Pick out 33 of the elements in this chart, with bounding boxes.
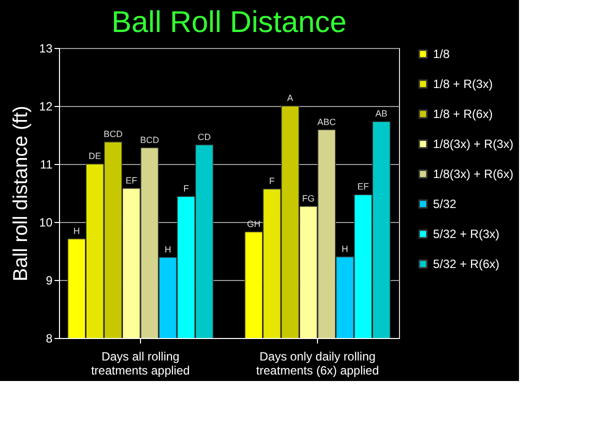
annotation: ABC <box>317 116 336 127</box>
y-axis-title: Ball roll distance (ft) <box>10 106 32 282</box>
chart-title: Ball Roll Distance <box>111 6 347 39</box>
annotation: A <box>287 93 294 103</box>
legend-label: 1/8 + R(3x) <box>433 77 493 91</box>
annotation: F <box>269 176 276 186</box>
annotation: H <box>164 244 172 254</box>
annotation: F <box>183 183 190 194</box>
annotation: H <box>342 244 348 254</box>
annotation: FG <box>302 193 315 204</box>
annotation: H <box>73 226 80 236</box>
annotation: BCD <box>104 128 124 139</box>
legend-label: 1/8(3x) + R(3x) <box>433 137 514 151</box>
legend-label: 5/32 + R(3x) <box>433 227 500 241</box>
x-tick-label: Days all rolling treatments applied <box>91 350 190 378</box>
legend-label: 1/8 <box>433 47 450 61</box>
x-tick-label: Days only daily rolling treatments (6x) applied <box>256 350 379 378</box>
legend-label: 1/8(3x) + R(6x) <box>433 167 514 181</box>
legend-label: 5/32 <box>433 197 457 211</box>
annotation: CD <box>198 132 212 142</box>
y-tick-label: 13 <box>39 42 53 56</box>
annotation: EF <box>126 175 138 186</box>
legend-label: 1/8 + R(6x) <box>433 107 493 121</box>
y-tick-label: 12 <box>39 100 53 114</box>
annotation: DE <box>88 151 102 161</box>
y-tick-label: 11 <box>40 158 53 172</box>
y-tick-label: 9 <box>46 274 53 288</box>
annotation: BCD <box>140 134 160 145</box>
annotation: AB <box>375 108 388 119</box>
legend-label: 5/32 + R(6x) <box>433 257 500 271</box>
y-tick-label: 10 <box>39 216 53 230</box>
annotation: EF <box>357 182 370 192</box>
y-tick-label: 8 <box>46 332 53 346</box>
